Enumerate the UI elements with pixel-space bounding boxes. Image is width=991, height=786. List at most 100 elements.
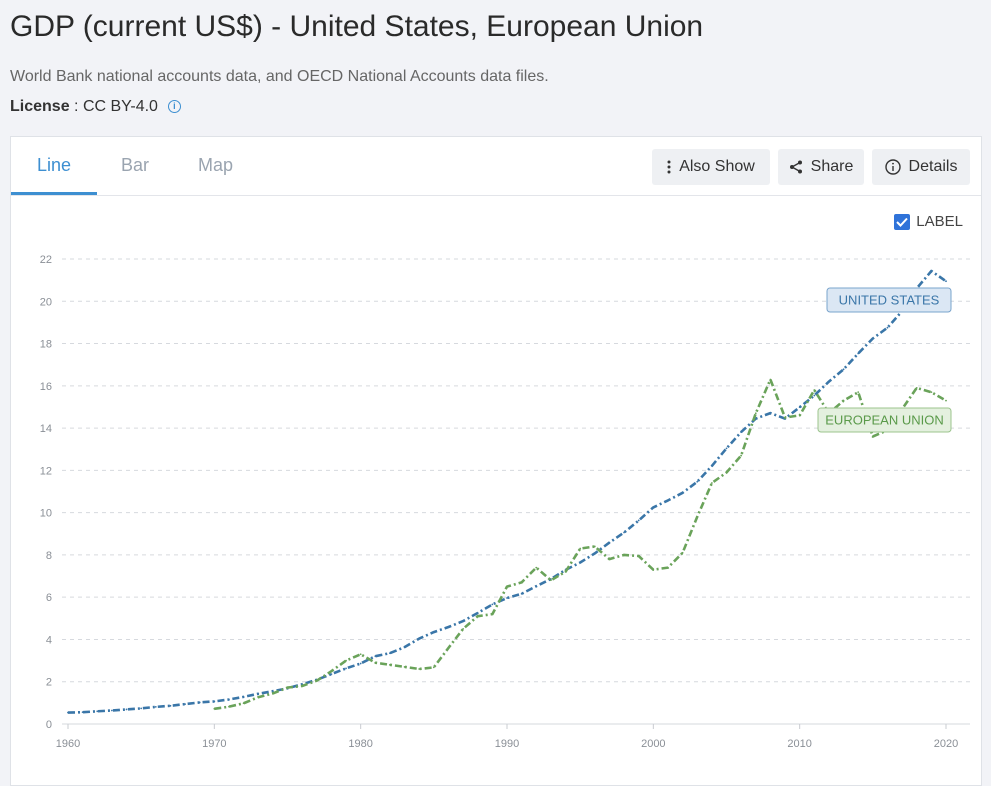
united-states-point: [740, 431, 743, 434]
x-tick-label: 1960: [56, 738, 80, 750]
european-union-point: [623, 554, 625, 556]
share-label: Share: [810, 158, 854, 175]
european-union-point: [359, 653, 362, 656]
also-show-button[interactable]: Also Show: [652, 149, 770, 185]
details-button[interactable]: Details: [872, 149, 970, 185]
european-union-point: [725, 471, 728, 474]
x-tick-label: 2010: [787, 738, 811, 750]
y-tick-label: 8: [46, 550, 52, 562]
european-union-point: [842, 399, 845, 402]
united-states-point: [271, 690, 274, 693]
info-circle-icon: [884, 159, 901, 175]
united-states-point: [447, 626, 450, 628]
united-states-point: [593, 552, 596, 555]
united-states-point: [710, 465, 713, 467]
license-value: CC BY-4.0: [82, 98, 158, 115]
european-union-point: [769, 378, 772, 381]
european-union-point: [593, 545, 596, 548]
european-union-point: [579, 547, 582, 550]
european-union-point: [418, 668, 421, 670]
european-union-point: [710, 482, 713, 484]
united-states-point: [857, 352, 860, 355]
european-union-point: [798, 414, 801, 417]
united-states-point: [667, 499, 669, 502]
united-states-point: [67, 711, 69, 714]
european-union-point: [564, 570, 567, 573]
united-states-point: [374, 655, 377, 658]
y-tick-label: 0: [46, 719, 52, 731]
united-states-point: [111, 709, 113, 712]
y-tick-label: 6: [46, 592, 52, 604]
european-union-point: [857, 391, 860, 394]
european-union-point: [330, 670, 333, 673]
european-union-point: [535, 566, 538, 569]
united-states-point: [535, 585, 538, 588]
united-states-point: [681, 491, 684, 494]
european-union-point: [315, 679, 318, 682]
european-union-point: [491, 613, 494, 615]
united-states-point: [96, 710, 99, 713]
united-states-point: [930, 270, 933, 272]
united-states-point: [798, 406, 801, 409]
tab-line[interactable]: Line: [37, 155, 72, 175]
y-tick-label: 12: [40, 465, 52, 477]
also-show-label: Also Show: [679, 158, 755, 175]
united-states-label-box: [826, 287, 952, 313]
share-icon: [789, 160, 803, 174]
european-union-point: [228, 705, 230, 708]
license-separator: :: [69, 98, 83, 115]
y-tick-label: 20: [40, 296, 52, 308]
united-states-point: [257, 692, 260, 695]
united-states-point: [184, 703, 186, 706]
info-icon[interactable]: i: [167, 100, 181, 113]
united-states-point: [828, 380, 830, 383]
x-tick-label: 1970: [202, 738, 226, 750]
european-union-point: [784, 416, 786, 419]
european-union-point: [345, 659, 347, 662]
european-union-point: [447, 647, 450, 649]
active-tab-indicator: [11, 192, 97, 195]
european-union-point: [608, 558, 611, 561]
y-tick-label: 2: [46, 677, 52, 689]
united-states-point: [725, 447, 728, 450]
european-union-point: [945, 399, 947, 402]
label-toggle-text: LABEL: [916, 213, 963, 230]
united-states-point: [637, 519, 640, 522]
page-title: GDP (current US$) - United States, Europ…: [10, 10, 704, 43]
european-union-point: [301, 685, 304, 687]
vertical-dots-icon: [667, 160, 671, 174]
united-states-point: [813, 394, 816, 397]
share-button[interactable]: Share: [778, 149, 864, 185]
tab-bar[interactable]: Bar: [121, 155, 150, 175]
united-states-point: [945, 280, 947, 283]
united-states-point: [579, 561, 582, 564]
united-states-point: [359, 662, 362, 665]
united-states-point: [491, 603, 494, 606]
y-tick-label: 22: [40, 254, 52, 266]
united-states-point: [432, 631, 435, 633]
united-states-point: [154, 705, 157, 708]
united-states-point: [608, 541, 611, 544]
united-states-point: [125, 708, 128, 711]
united-states-point: [345, 667, 347, 670]
tab-map[interactable]: Map: [198, 155, 234, 175]
european-union-point: [520, 581, 523, 584]
label-checkbox[interactable]: [894, 213, 911, 230]
united-states-point: [696, 480, 699, 483]
united-states-point: [169, 704, 172, 707]
x-tick-label: 2000: [641, 738, 665, 750]
united-states-point: [842, 368, 845, 371]
y-tick-label: 10: [40, 508, 52, 520]
y-tick-label: 4: [46, 634, 52, 646]
united-states-point: [242, 696, 245, 698]
chart-tabs: Line Bar Map Also Show Share Details: [11, 137, 981, 196]
x-tick-label: 1990: [495, 738, 519, 750]
european-union-point: [915, 387, 918, 389]
united-states-point: [520, 592, 523, 595]
european-union-point: [271, 692, 274, 695]
united-states-point: [403, 646, 406, 648]
european-union-point: [403, 666, 406, 668]
european-union-point: [754, 412, 757, 415]
united-states-point: [330, 673, 333, 676]
label-toggle[interactable]: LABEL: [894, 213, 963, 230]
